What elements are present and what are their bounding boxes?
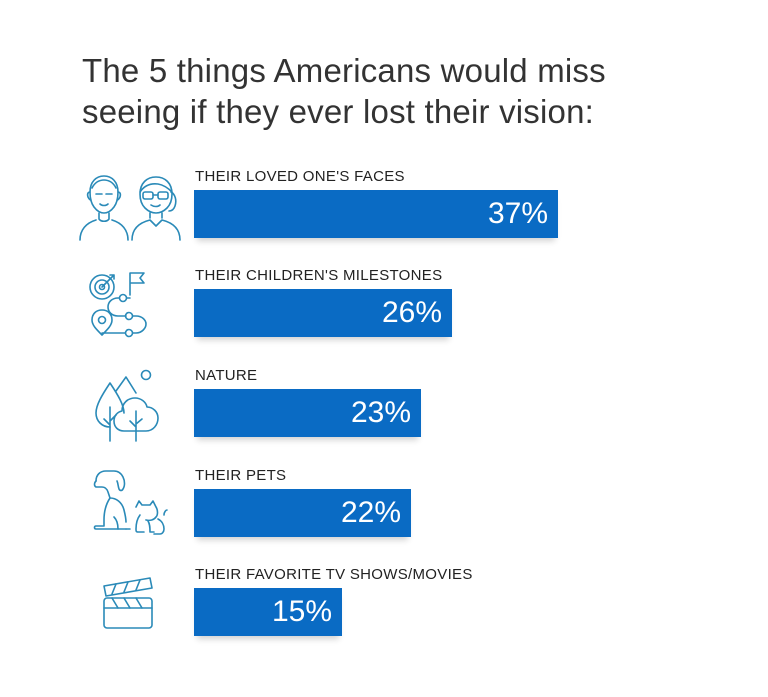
bar-row-loved-ones: THEIR LOVED ONE'S FACES 37% [0,160,768,260]
bar: 22% [194,489,411,537]
bar-label: THEIR CHILDREN'S MILESTONES [195,267,443,284]
bar: 26% [194,289,452,337]
dog-cat-icon [92,469,168,535]
bar-label: THEIR FAVORITE TV SHOWS/MOVIES [195,566,473,583]
bar: 15% [194,588,342,636]
bar: 23% [194,389,421,437]
bar-label: THEIR LOVED ONE'S FACES [195,168,405,185]
bar-value: 22% [340,496,401,529]
bar-value: 26% [381,296,442,329]
bar: 37% [194,190,558,238]
bar-value: 15% [271,595,332,628]
chart-title: The 5 things Americans would miss seeing… [82,52,606,130]
bar-row-nature: NATURE 23% [0,359,768,459]
bar-row-children-milestones: THEIR CHILDREN'S MILESTONES 26% [0,259,768,359]
clapperboard-icon [100,576,156,632]
bar-label: NATURE [195,367,258,384]
bar-value: 37% [487,197,548,230]
bar-value: 23% [350,396,411,429]
elderly-couple-icon [76,170,181,242]
milestone-path-icon [88,269,164,341]
bar-row-pets: THEIR PETS 22% [0,459,768,559]
trees-icon [94,369,160,442]
bar-row-tv-movies: THEIR FAVORITE TV SHOWS/MOVIES 15% [0,558,768,658]
bar-label: THEIR PETS [195,467,287,484]
